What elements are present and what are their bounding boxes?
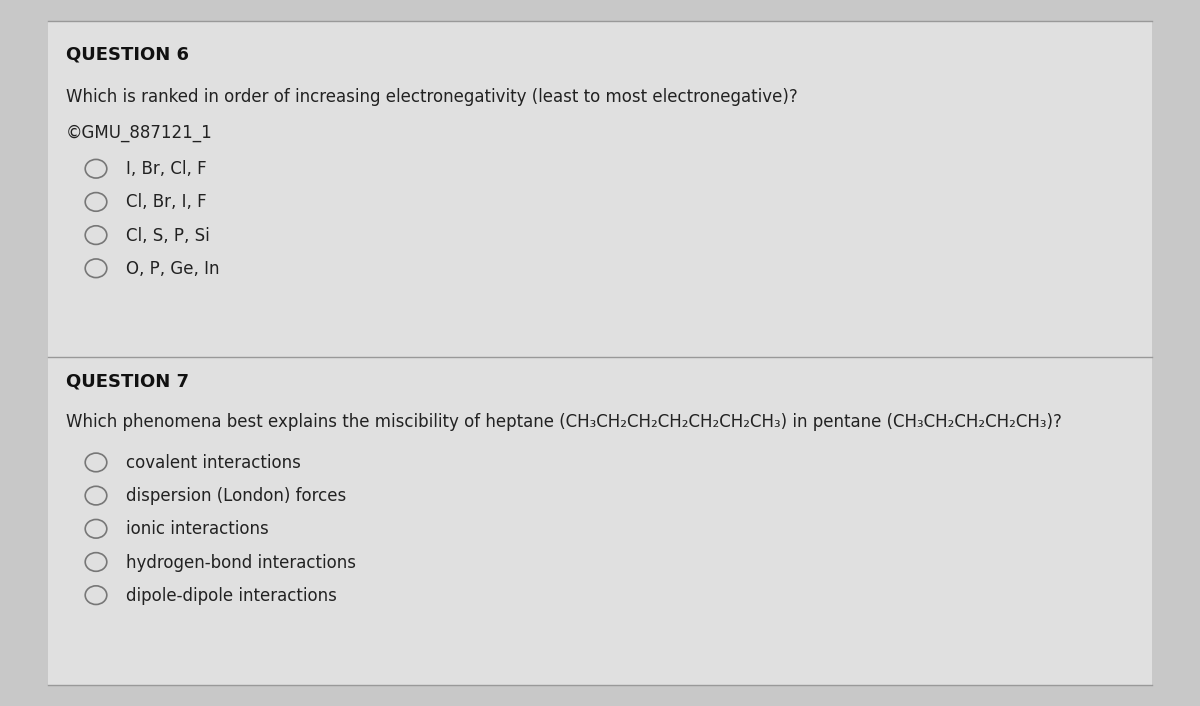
Text: dipole-dipole interactions: dipole-dipole interactions <box>126 587 337 604</box>
Text: dispersion (London) forces: dispersion (London) forces <box>126 487 347 505</box>
Text: covalent interactions: covalent interactions <box>126 454 301 472</box>
Text: ionic interactions: ionic interactions <box>126 520 269 538</box>
Text: QUESTION 7: QUESTION 7 <box>66 373 190 390</box>
FancyBboxPatch shape <box>48 21 1152 685</box>
Text: O, P, Ge, In: O, P, Ge, In <box>126 260 220 277</box>
Text: ©GMU_887121_1: ©GMU_887121_1 <box>66 124 212 141</box>
Text: I, Br, Cl, F: I, Br, Cl, F <box>126 160 206 178</box>
Text: QUESTION 6: QUESTION 6 <box>66 46 190 64</box>
Text: Which is ranked in order of increasing electronegativity (least to most electron: Which is ranked in order of increasing e… <box>66 88 798 106</box>
Text: hydrogen-bond interactions: hydrogen-bond interactions <box>126 554 356 571</box>
Text: Which phenomena best explains the miscibility of heptane (CH₃CH₂CH₂CH₂CH₂CH₂CH₃): Which phenomena best explains the miscib… <box>66 413 1062 431</box>
Text: Cl, S, P, Si: Cl, S, P, Si <box>126 227 210 244</box>
Text: Cl, Br, I, F: Cl, Br, I, F <box>126 193 206 211</box>
